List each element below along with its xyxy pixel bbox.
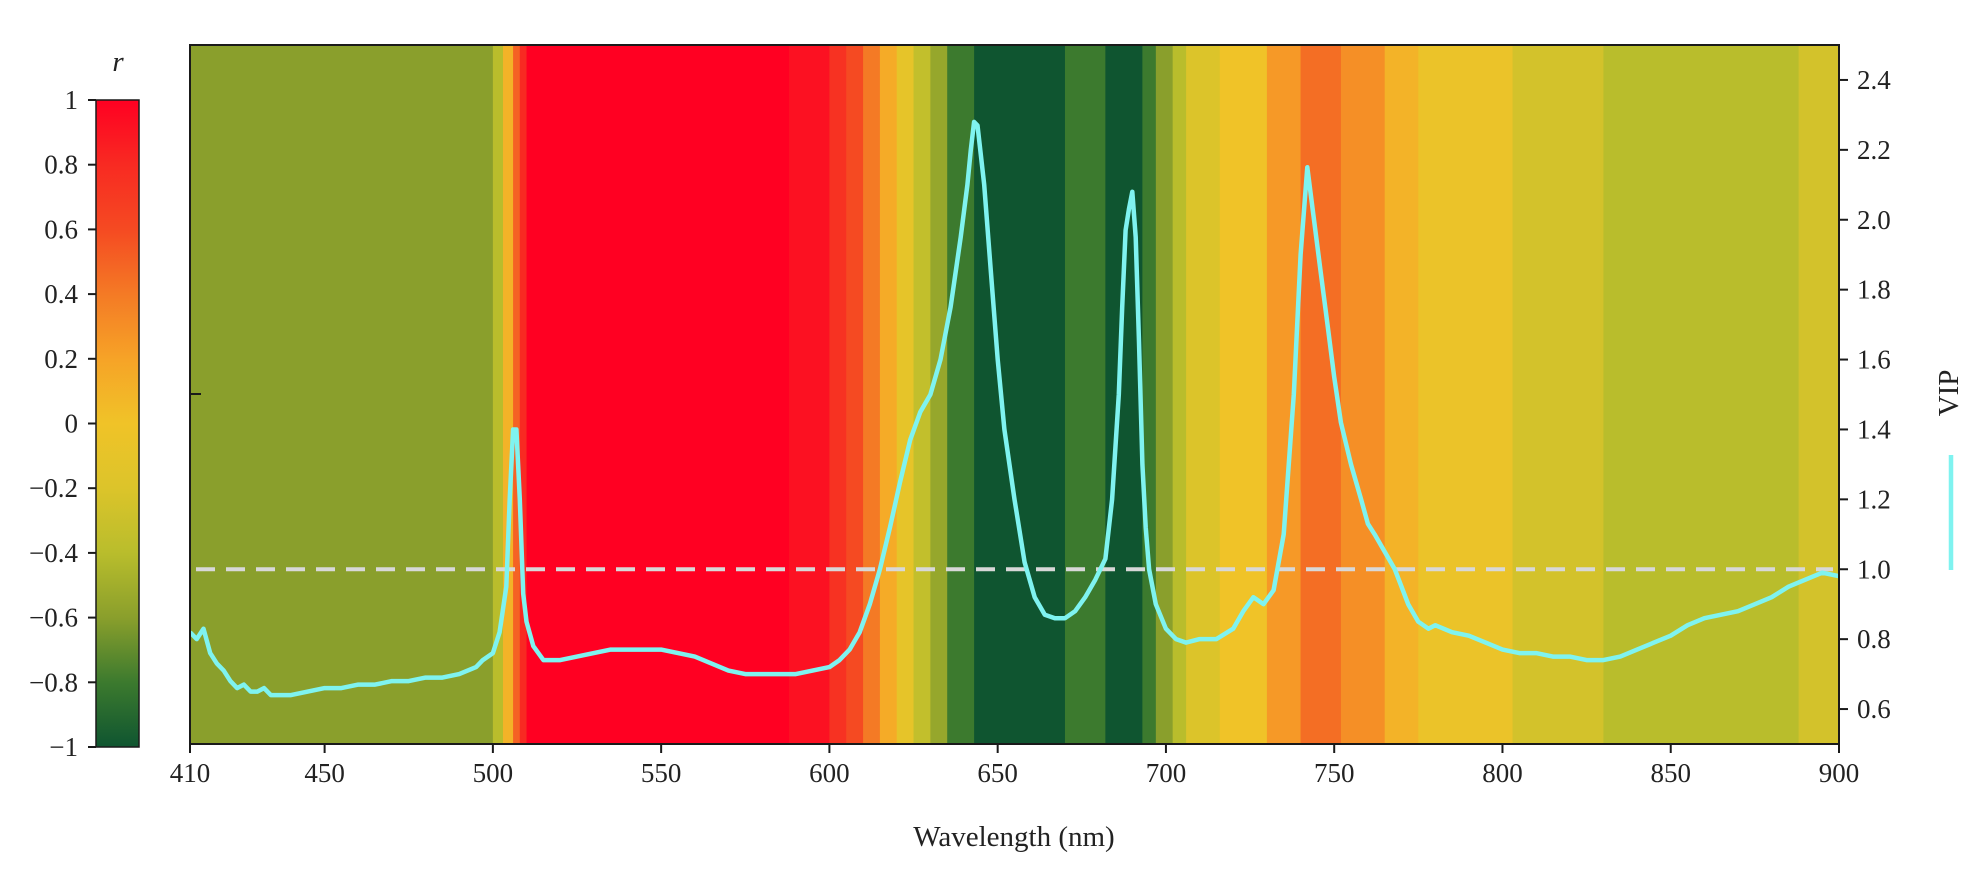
correlation-band — [1105, 45, 1143, 744]
colorbar-ticks: 1 0.8 0.6 0.4 0.2 0 −0.2 −0.4 −0.6 −0.8 −1 — [29, 85, 96, 762]
vip-series-line — [190, 119, 1839, 698]
x-axis-title: Wavelength (nm) — [913, 821, 1114, 853]
correlation-band — [519, 45, 528, 744]
correlation-band — [1172, 45, 1187, 744]
y-tick-label: 2.0 — [1857, 205, 1891, 235]
correlation-band — [879, 45, 898, 744]
correlation-band — [1186, 45, 1221, 744]
correlation-band — [930, 45, 948, 744]
x-tick-label: 550 — [641, 758, 682, 788]
x-tick-label: 650 — [977, 758, 1018, 788]
y-tick-label: 0.8 — [1857, 624, 1891, 654]
colorbar-tick-label: 0.2 — [44, 344, 78, 374]
colorbar-tick-label: 0.6 — [44, 214, 78, 244]
x-tick-label: 410 — [170, 758, 211, 788]
y-tick-label: 1.2 — [1857, 484, 1891, 514]
x-tick-label: 600 — [809, 758, 850, 788]
correlation-band — [1340, 45, 1386, 744]
colorbar-tick-label: −0.6 — [29, 603, 78, 633]
correlation-band — [1603, 45, 1800, 744]
colorbar-tick-label: −0.2 — [29, 473, 78, 503]
colorbar-tick-label: 0 — [65, 409, 79, 439]
correlation-band — [502, 45, 514, 744]
y-tick-label: 1.0 — [1857, 554, 1891, 584]
colorbar-tick-label: 0.4 — [44, 279, 78, 309]
colorbar-title: r — [112, 46, 124, 78]
correlation-bands — [190, 45, 1839, 744]
correlation-band — [513, 45, 521, 744]
correlation-band — [1219, 45, 1268, 744]
x-tick-label: 450 — [304, 758, 345, 788]
correlation-band — [1064, 45, 1106, 744]
y-tick-label: 0.6 — [1857, 694, 1891, 724]
y-right-axis-ticks: 0.6 0.8 1.0 1.2 1.4 1.6 1.8 2.0 2.2 2.4 — [1839, 65, 1891, 724]
x-tick-label: 500 — [473, 758, 514, 788]
x-tick-label: 900 — [1819, 758, 1860, 788]
correlation-band — [190, 45, 494, 744]
correlation-band — [1512, 45, 1605, 744]
colorbar-tick-label: −0.8 — [29, 667, 78, 697]
correlation-band — [789, 45, 831, 744]
correlation-band — [1384, 45, 1419, 744]
x-tick-label: 750 — [1314, 758, 1355, 788]
correlation-band — [1418, 45, 1514, 744]
x-axis-ticks: 410 450 500 550 600 650 700 750 800 850 900 — [170, 744, 1860, 788]
y-tick-label: 2.2 — [1857, 135, 1891, 165]
x-tick-label: 850 — [1650, 758, 1691, 788]
y-right-axis-title: VIP — [1933, 370, 1965, 417]
colorbar-tick-label: 0.8 — [44, 150, 78, 180]
correlation-band — [1155, 45, 1174, 744]
y-tick-label: 1.8 — [1857, 275, 1891, 305]
colorbar-tick-label: −0.4 — [29, 538, 78, 568]
correlation-band — [896, 45, 915, 744]
correlation-band — [492, 45, 504, 744]
colorbar-tick-label: −1 — [49, 732, 78, 762]
correlation-band — [526, 45, 790, 744]
correlation-band — [863, 45, 881, 744]
y-tick-label: 2.4 — [1857, 65, 1891, 95]
correlation-band — [974, 45, 1066, 744]
correlation-band — [1142, 45, 1157, 744]
x-tick-label: 800 — [1482, 758, 1523, 788]
correlation-band — [1798, 45, 1839, 744]
colorbar — [95, 99, 140, 748]
y-tick-label: 1.6 — [1857, 345, 1891, 375]
correlation-band — [829, 45, 847, 744]
y-tick-label: 1.4 — [1857, 414, 1891, 444]
x-tick-label: 700 — [1146, 758, 1187, 788]
colorbar-tick-label: 1 — [65, 85, 79, 115]
